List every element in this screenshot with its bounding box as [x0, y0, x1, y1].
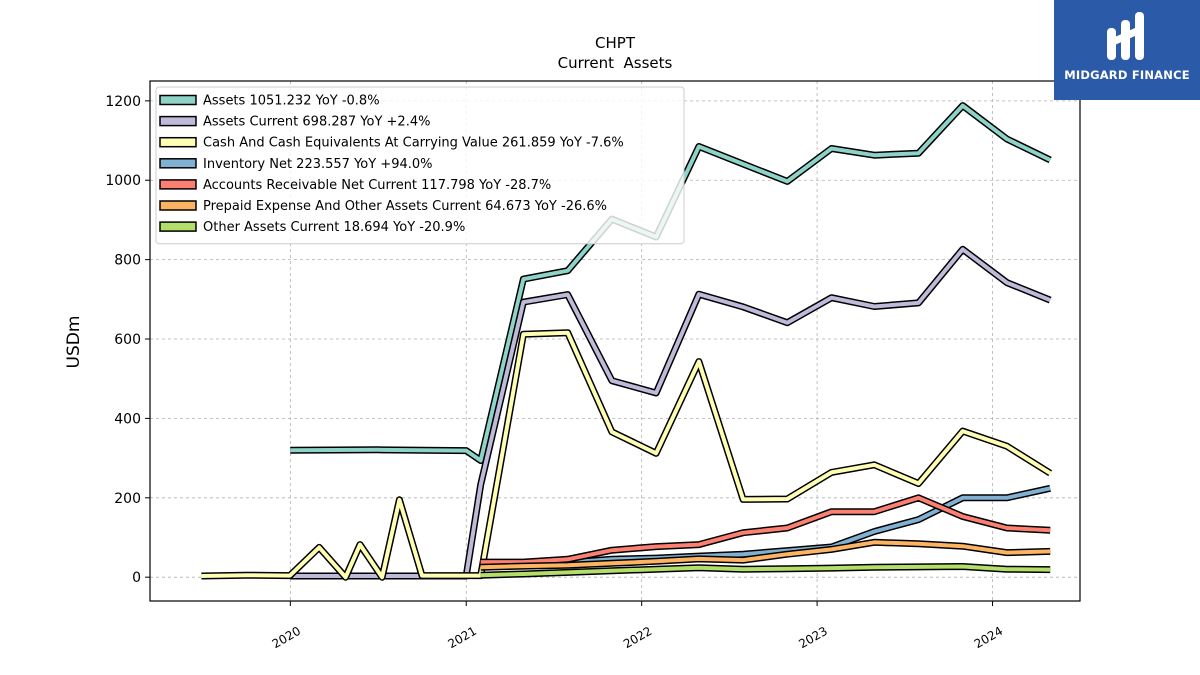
- chart-title: CHPT: [595, 34, 636, 52]
- x-tick-label: 2020: [270, 624, 303, 651]
- brand-mark-icon: [1107, 12, 1144, 60]
- legend-label-0: Assets 1051.232 YoY -0.8%: [203, 94, 380, 109]
- legend: Assets 1051.232 YoY -0.8% Assets Current …: [155, 86, 685, 245]
- series-line-2: [201, 330, 1052, 580]
- y-tick-label: 0: [132, 570, 141, 586]
- y-tick-label: 1000: [105, 173, 141, 189]
- axes: 0 200 400 600 800 1000 1200 2020 2021 2022 2023 202…: [105, 94, 1005, 651]
- legend-label-3: Inventory Net 223.557 YoY +94.0%: [203, 157, 433, 172]
- brand-name: MIDGARD FINANCE: [1064, 68, 1190, 82]
- legend-swatch-1: [159, 115, 197, 127]
- legend-swatch-4: [159, 179, 197, 190]
- brand-logo: MIDGARD FINANCE: [1054, 0, 1200, 100]
- legend-label-2: Cash And Cash Equivalents At Carrying Va…: [203, 136, 624, 151]
- y-axis-label: USDm: [64, 316, 84, 369]
- series-line-6: [480, 564, 1051, 578]
- legend-box: [155, 86, 685, 245]
- legend-swatch-2: [159, 136, 197, 148]
- x-tick-label: 2022: [621, 624, 654, 651]
- legend-swatch-0: [159, 94, 197, 106]
- legend-swatch-3: [159, 158, 197, 169]
- plot-frame: [149, 80, 1081, 602]
- y-tick-label: 600: [114, 332, 141, 348]
- series-line-1: [290, 247, 1051, 578]
- legend-swatch-6: [159, 221, 197, 232]
- series-outline-2: [201, 329, 1053, 581]
- x-tick-label: 2023: [796, 624, 829, 651]
- legend-swatch-5: [159, 200, 197, 211]
- series-line-0: [290, 103, 1052, 463]
- x-tick-label: 2021: [446, 624, 479, 651]
- legend-label-4: Accounts Receivable Net Current 117.798 …: [203, 178, 551, 193]
- legend-label-5: Prepaid Expense And Other Assets Current…: [203, 199, 607, 214]
- chart-subtitle: Current Assets: [558, 54, 673, 72]
- y-tick-label: 1200: [105, 94, 141, 110]
- series-line-5: [480, 540, 1051, 570]
- y-tick-label: 800: [114, 253, 141, 269]
- legend-label-1: Assets Current 698.287 YoY +2.4%: [203, 115, 430, 130]
- x-tick-label: 2024: [972, 624, 1005, 651]
- series-line-4: [480, 495, 1051, 565]
- y-tick-label: 400: [114, 411, 141, 427]
- series-lines: [201, 102, 1053, 581]
- y-tick-label: 200: [114, 491, 141, 507]
- legend-label-6: Other Assets Current 18.694 YoY -20.9%: [203, 220, 465, 235]
